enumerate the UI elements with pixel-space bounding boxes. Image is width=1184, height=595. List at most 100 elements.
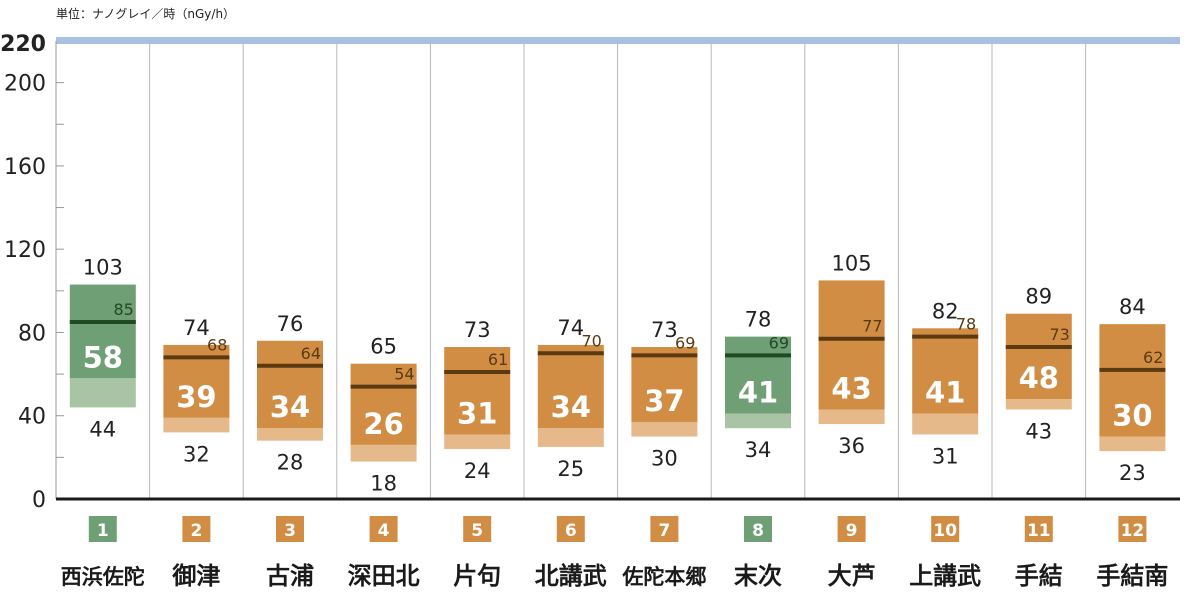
station-name: 末次 [734,562,782,590]
range-bar [1099,324,1166,437]
max-value-label: 89 [1025,285,1052,309]
station-name: 古浦 [266,562,314,590]
average-value-label: 39 [176,380,216,414]
station-number: 11 [1027,521,1051,541]
average-value-label: 41 [738,376,778,410]
range-bar [725,336,791,414]
station-name: 北講武 [535,562,607,590]
station-name: 深田北 [348,562,420,590]
average-value-label: 31 [457,396,497,430]
current-value-label: 70 [581,331,601,350]
y-tick-label: 80 [18,321,46,346]
min-value-label: 36 [838,434,865,458]
station-number-badge [556,516,585,542]
station-number: 10 [933,521,957,541]
station-number-badge [88,516,117,542]
current-value-label: 64 [301,344,321,363]
station-number: 6 [565,521,577,541]
range-bar [912,328,979,414]
min-value-label: 44 [89,417,116,441]
average-value-label: 37 [644,384,684,418]
station-name: 佐陀本郷 [621,565,706,589]
current-value-label: 54 [394,365,414,384]
range-bar-lower [725,413,791,429]
current-value-label: 69 [769,333,789,352]
range-bar-lower [1005,399,1072,410]
station-name: 手結 [1015,562,1063,590]
station-number: 3 [284,521,296,541]
current-value-label: 77 [862,317,882,336]
range-bar-lower [257,428,323,441]
station-number: 4 [378,521,390,541]
max-value-label: 84 [1119,295,1146,319]
average-value-label: 48 [1019,361,1059,395]
min-value-label: 18 [370,472,397,496]
y-tick-label: 160 [4,155,46,180]
station-name: 大芦 [828,562,876,590]
range-bar [1005,313,1072,400]
y-tick-label: 40 [18,405,46,430]
range-bar-lower [69,378,136,408]
average-value-label: 34 [551,390,591,424]
min-value-label: 31 [932,444,959,468]
range-bar-lower [537,428,604,447]
station-number: 5 [471,521,483,541]
min-value-label: 30 [651,447,678,471]
station-number-badge [931,516,960,542]
range-bar [818,280,885,410]
y-tick-label: 0 [32,488,46,513]
max-value-label: 105 [832,251,872,275]
station-number-badge [837,516,866,542]
min-value-label: 25 [557,457,584,481]
average-value-label: 34 [270,390,310,424]
max-value-label: 76 [277,312,304,336]
average-value-label: 26 [363,407,403,441]
max-value-label: 73 [464,318,491,342]
range-bar [257,340,323,429]
range-bar-lower [818,409,885,425]
average-value-label: 43 [831,371,871,405]
station-name: 西浜佐陀 [61,565,145,589]
station-number: 2 [190,521,202,541]
current-value-label: 73 [1049,325,1069,344]
min-value-label: 24 [464,459,491,483]
range-bar-lower [1099,436,1166,452]
max-value-label: 82 [932,299,959,323]
station-name: 手結南 [1096,562,1168,590]
range-bar-lower [163,417,230,433]
min-value-label: 23 [1119,461,1146,485]
max-value-label: 74 [183,316,210,340]
min-value-label: 34 [745,438,772,462]
range-bar-lower [912,413,979,435]
current-value-label: 69 [675,333,695,352]
station-number-badge [1024,516,1053,542]
max-value-label: 65 [370,335,397,359]
average-value-label: 58 [83,340,123,374]
station-number-badge [463,516,492,542]
average-value-label: 30 [1112,399,1152,433]
y-tick-label: 220 [0,32,46,57]
range-bar-lower [350,444,417,462]
average-value-label: 41 [925,376,965,410]
station-number: 9 [846,521,858,541]
min-value-label: 32 [183,442,210,466]
station-number-badge [744,516,772,542]
max-value-label: 103 [83,256,123,280]
range-bar [350,363,417,445]
min-value-label: 28 [277,451,304,475]
y-tick-label: 200 [4,72,46,97]
station-name: 上講武 [909,562,981,590]
max-value-label: 78 [745,308,772,332]
station-number-badge [369,516,398,542]
station-number-badge [276,516,304,542]
station-number-badge [182,516,211,542]
range-bar [69,284,136,379]
y-tick-label: 120 [4,238,46,263]
range-bar [444,347,511,435]
range-bar [537,344,604,429]
range-bar-lower [444,434,511,450]
current-value-label: 78 [956,315,976,334]
max-value-label: 73 [651,318,678,342]
range-bar-lower [631,421,698,437]
